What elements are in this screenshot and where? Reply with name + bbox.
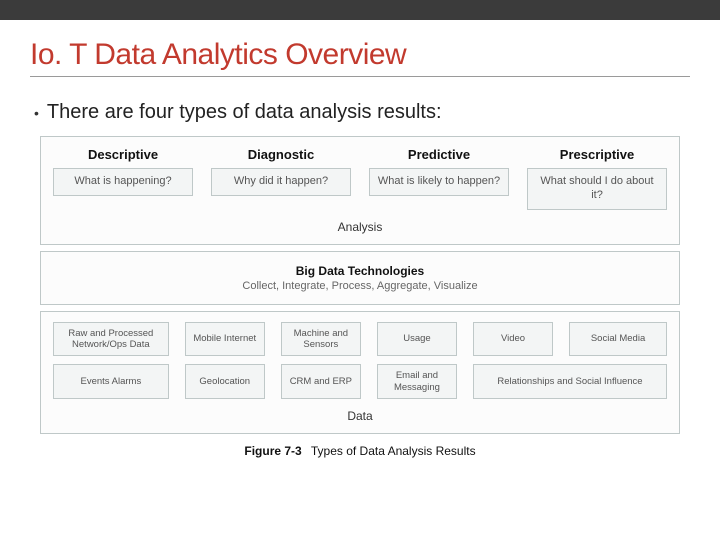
analysis-heading: Prescriptive: [560, 147, 634, 162]
data-box: Video: [473, 322, 553, 357]
slide-title: Io. T Data Analytics Overview: [30, 38, 690, 72]
analysis-col-prescriptive: Prescriptive What should I do about it?: [527, 147, 667, 210]
top-bar: [0, 0, 720, 20]
data-box: Social Media: [569, 322, 667, 357]
analysis-heading: Predictive: [408, 147, 470, 162]
analysis-col-diagnostic: Diagnostic Why did it happen?: [211, 147, 351, 210]
data-box: Machine and Sensors: [281, 322, 361, 357]
data-box: Relationships and Social Influence: [473, 364, 667, 399]
data-box: Usage: [377, 322, 457, 357]
bullet-marker: •: [34, 105, 39, 121]
bigdata-subtitle: Collect, Integrate, Process, Aggregate, …: [53, 280, 667, 292]
bullet-row: • There are four types of data analysis …: [34, 101, 690, 124]
data-grid: Raw and Processed Network/Ops Data Mobil…: [53, 322, 667, 400]
figure-caption-text: Types of Data Analysis Results: [311, 444, 476, 458]
analysis-panel: Descriptive What is happening? Diagnosti…: [40, 136, 680, 245]
bullet-text: There are four types of data analysis re…: [47, 101, 442, 124]
analysis-col-descriptive: Descriptive What is happening?: [53, 147, 193, 210]
data-box: Mobile Internet: [185, 322, 265, 357]
data-section-label: Data: [53, 409, 667, 423]
analysis-col-predictive: Predictive What is likely to happen?: [369, 147, 509, 210]
data-box: CRM and ERP: [281, 364, 361, 399]
analysis-question-box: What is happening?: [53, 168, 193, 196]
analysis-heading: Diagnostic: [248, 147, 314, 162]
analysis-question-box: Why did it happen?: [211, 168, 351, 196]
analysis-heading: Descriptive: [88, 147, 158, 162]
analysis-row: Descriptive What is happening? Diagnosti…: [53, 147, 667, 210]
figure-caption: Figure 7-3 Types of Data Analysis Result…: [40, 444, 680, 458]
data-box: Events Alarms: [53, 364, 169, 399]
data-box: Geolocation: [185, 364, 265, 399]
data-box: Email and Messaging: [377, 364, 457, 399]
analysis-section-label: Analysis: [53, 220, 667, 234]
figure-number: Figure 7-3: [244, 444, 301, 458]
title-underline: [30, 76, 690, 77]
data-box: Raw and Processed Network/Ops Data: [53, 322, 169, 357]
analysis-question-box: What is likely to happen?: [369, 168, 509, 196]
figure: Descriptive What is happening? Diagnosti…: [40, 136, 680, 458]
bigdata-title: Big Data Technologies: [53, 264, 667, 278]
analysis-question-box: What should I do about it?: [527, 168, 667, 210]
slide-body: Io. T Data Analytics Overview • There ar…: [0, 20, 720, 458]
data-panel: Raw and Processed Network/Ops Data Mobil…: [40, 311, 680, 435]
bigdata-panel: Big Data Technologies Collect, Integrate…: [40, 251, 680, 305]
